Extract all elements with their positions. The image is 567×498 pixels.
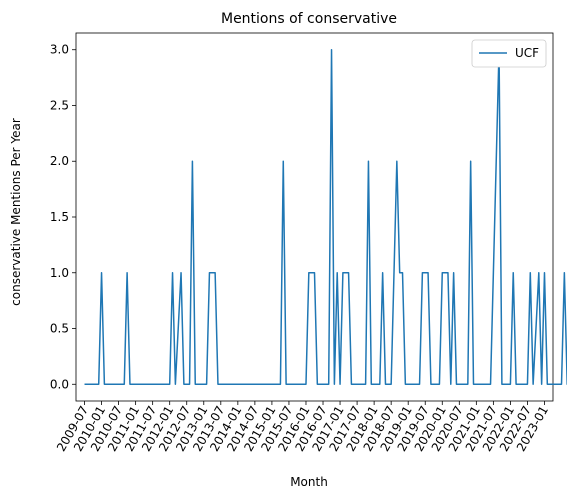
y-tick-label: 0.5 xyxy=(50,322,69,336)
legend-box xyxy=(471,39,547,68)
legend: UCF xyxy=(471,39,547,68)
y-tick-label: 1.0 xyxy=(50,266,69,280)
plot-area xyxy=(75,32,554,402)
legend-label: UCF xyxy=(515,46,539,60)
plot-frame xyxy=(75,32,554,402)
x-axis: 2009-072010-012010-072011-012011-072012-… xyxy=(54,401,551,454)
y-tick-label: 3.0 xyxy=(50,43,69,57)
y-tick-label: 2.5 xyxy=(50,98,69,112)
x-axis-label: Month xyxy=(290,475,328,489)
chart-title: Mentions of conservative xyxy=(221,11,397,27)
series-line xyxy=(84,48,567,386)
y-tick-label: 2.0 xyxy=(50,154,69,168)
y-axis: 0.0 0.5 1.0 1.5 2.0 2.5 3.0 xyxy=(50,43,76,391)
series-layer xyxy=(84,48,567,386)
y-axis-label: conservative Mentions Per Year xyxy=(9,118,23,306)
y-tick-label: 0.0 xyxy=(50,377,69,391)
y-tick-label: 1.5 xyxy=(50,210,69,224)
